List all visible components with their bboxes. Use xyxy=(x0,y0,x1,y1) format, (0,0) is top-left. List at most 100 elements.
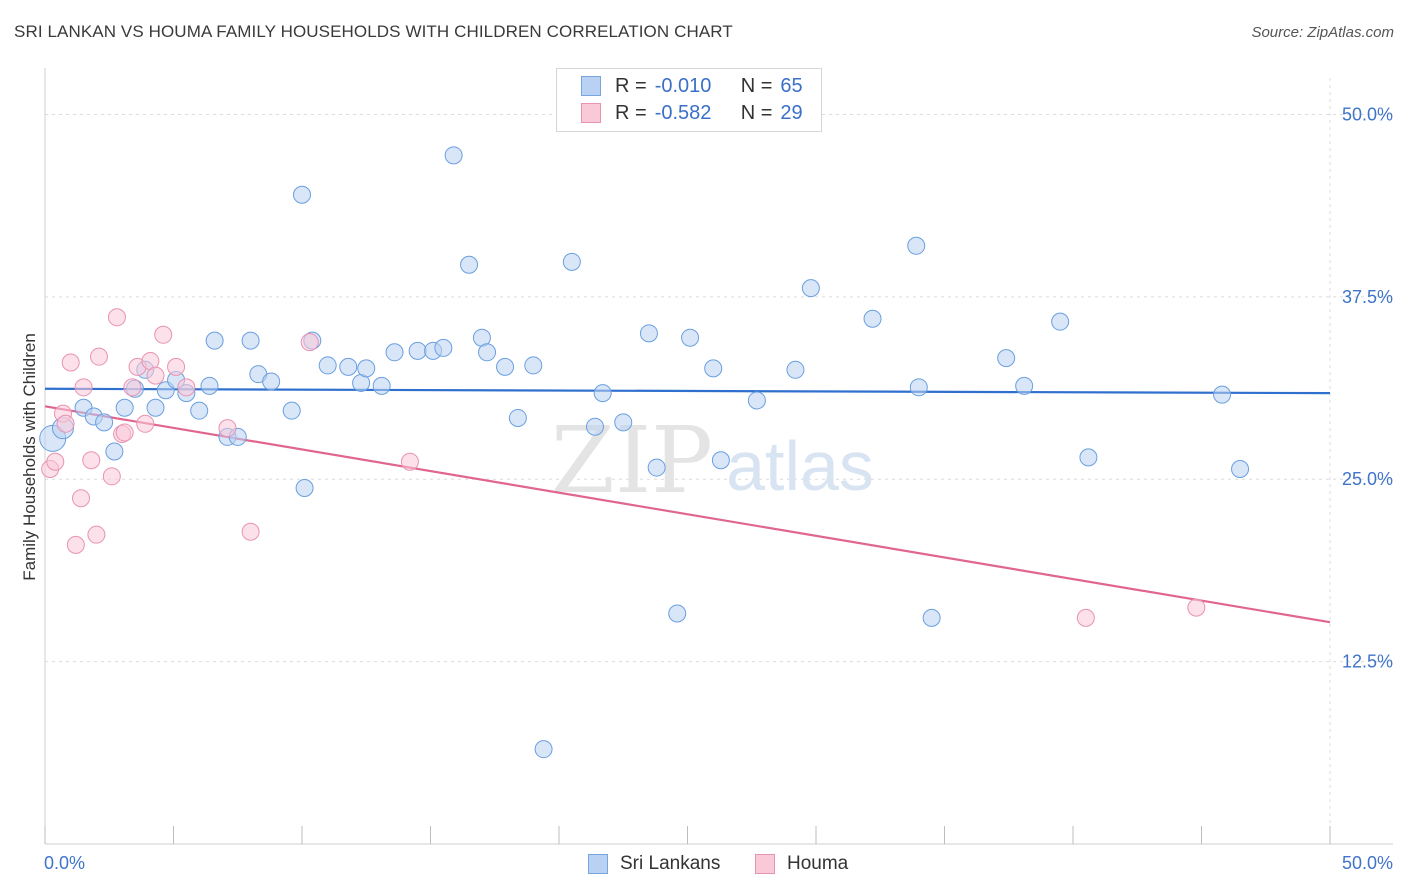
legend-r-value: -0.010 xyxy=(654,74,712,97)
sri-lankans-point xyxy=(460,255,479,274)
sri-lankans-point xyxy=(200,376,219,395)
houma-point xyxy=(1187,598,1206,617)
sri-lankans-point xyxy=(1051,312,1070,331)
sri-lankans-point xyxy=(190,401,209,420)
houma-point xyxy=(218,419,237,438)
watermark-atlas: atlas xyxy=(726,427,874,505)
sri-lankans-point xyxy=(786,360,805,379)
sri-lankans-trend-line xyxy=(44,387,1331,395)
sri-lankans-point xyxy=(562,252,581,271)
bottom-legend-label-sri-lankans: Sri Lankans xyxy=(620,853,721,874)
houma-point xyxy=(400,452,419,471)
sri-lankans-point xyxy=(146,398,165,417)
chart-title: SRI LANKAN VS HOUMA FAMILY HOUSEHOLDS WI… xyxy=(14,22,733,41)
houma-point xyxy=(66,535,85,554)
x-tick-label: 0.0% xyxy=(44,853,85,873)
sri-lankans-point xyxy=(508,408,527,427)
sri-lankans-point xyxy=(496,357,515,376)
houma-point xyxy=(146,366,165,385)
houma-point xyxy=(115,423,134,442)
sri-lankans-point xyxy=(205,331,224,350)
houma-point xyxy=(46,452,65,471)
sri-lankans-point xyxy=(524,356,543,375)
houma-point xyxy=(241,522,260,541)
x-tick-label: 50.0% xyxy=(1342,853,1393,873)
houma-point xyxy=(74,378,93,397)
sri-lankans-point xyxy=(95,413,114,432)
y-tick-label: 50.0% xyxy=(1342,104,1393,124)
houma-point xyxy=(154,325,173,344)
bottom-legend-houma: Houma xyxy=(755,852,848,876)
sri-lankans-point xyxy=(282,401,301,420)
sri-lankans-point xyxy=(339,357,358,376)
legend-row-houma: R = -0.582 N = 29 xyxy=(581,101,803,125)
sri-lankans-point xyxy=(534,740,553,759)
y-tick-labels: 12.5% 25.0% 37.5% 50.0% xyxy=(1342,104,1393,671)
sri-lankans-point xyxy=(909,378,928,397)
source-note: Source: ZipAtlas.com xyxy=(1251,24,1394,41)
sri-lankans-point xyxy=(647,458,666,477)
legend-swatch-sri-lankans xyxy=(581,76,601,96)
y-tick-label: 37.5% xyxy=(1342,287,1393,307)
sri-lankans-point xyxy=(585,417,604,436)
trend-lines xyxy=(44,387,1331,624)
data-points xyxy=(39,146,1250,759)
legend-swatch-houma xyxy=(581,103,601,123)
sri-lankans-point xyxy=(593,384,612,403)
houma-point xyxy=(167,357,186,376)
sri-lankans-point xyxy=(372,376,391,395)
sri-lankans-point xyxy=(1079,448,1098,467)
sri-lankans-point xyxy=(801,279,820,298)
houma-point xyxy=(87,525,106,544)
houma-point xyxy=(300,333,319,352)
houma-point xyxy=(82,451,101,470)
sri-lankans-point xyxy=(922,608,941,627)
y-tick-label: 12.5% xyxy=(1342,652,1393,672)
x-tick-labels: 0.0% 50.0% xyxy=(44,853,1393,873)
houma-trend-line xyxy=(44,405,1331,624)
sri-lankans-point xyxy=(747,391,766,410)
sri-lankans-point xyxy=(318,356,337,375)
sri-lankans-point xyxy=(1231,460,1250,479)
bottom-legend-label-houma: Houma xyxy=(787,853,849,874)
bottom-legend-sri-lankans: Sri Lankans xyxy=(588,852,720,876)
legend-r-value: -0.582 xyxy=(654,101,712,124)
legend-n-value: 65 xyxy=(780,74,803,97)
legend-r-label: R = xyxy=(615,74,647,97)
houma-point xyxy=(1076,608,1095,627)
sri-lankans-point xyxy=(704,359,723,378)
sri-lankans-point xyxy=(863,309,882,328)
sri-lankans-point xyxy=(478,343,497,362)
sri-lankans-point xyxy=(997,349,1016,368)
sri-lankans-point xyxy=(357,359,376,378)
legend: R = -0.010 N = 65 R = -0.582 N = 29 xyxy=(556,68,822,132)
axes xyxy=(44,68,1393,845)
sri-lankans-point xyxy=(681,328,700,347)
sri-lankans-point xyxy=(434,338,453,357)
sri-lankans-point xyxy=(444,146,463,165)
sri-lankans-point xyxy=(1213,385,1232,404)
sri-lankans-point xyxy=(668,604,687,623)
houma-point xyxy=(71,489,90,508)
sri-lankans-point xyxy=(1015,376,1034,395)
sri-lankans-point xyxy=(907,236,926,255)
sri-lankans-point xyxy=(385,343,404,362)
houma-point xyxy=(102,467,121,486)
houma-point xyxy=(177,378,196,397)
y-tick-label: 25.0% xyxy=(1342,469,1393,489)
sri-lankans-point xyxy=(614,413,633,432)
sri-lankans-point xyxy=(711,451,730,470)
sri-lankans-point xyxy=(262,372,281,391)
houma-point xyxy=(123,378,142,397)
watermark: ZIP atlas xyxy=(551,407,874,514)
bottom-legend-swatch-sri-lankans xyxy=(588,854,608,874)
sri-lankans-point xyxy=(408,341,427,360)
houma-point xyxy=(61,353,80,372)
houma-point xyxy=(136,414,155,433)
legend-row-sri-lankans: R = -0.010 N = 65 xyxy=(581,74,803,98)
legend-n-value: 29 xyxy=(780,101,803,124)
houma-point xyxy=(89,347,108,366)
houma-point xyxy=(56,414,75,433)
bottom-legend-swatch-houma xyxy=(755,854,775,874)
sri-lankans-point xyxy=(295,478,314,497)
